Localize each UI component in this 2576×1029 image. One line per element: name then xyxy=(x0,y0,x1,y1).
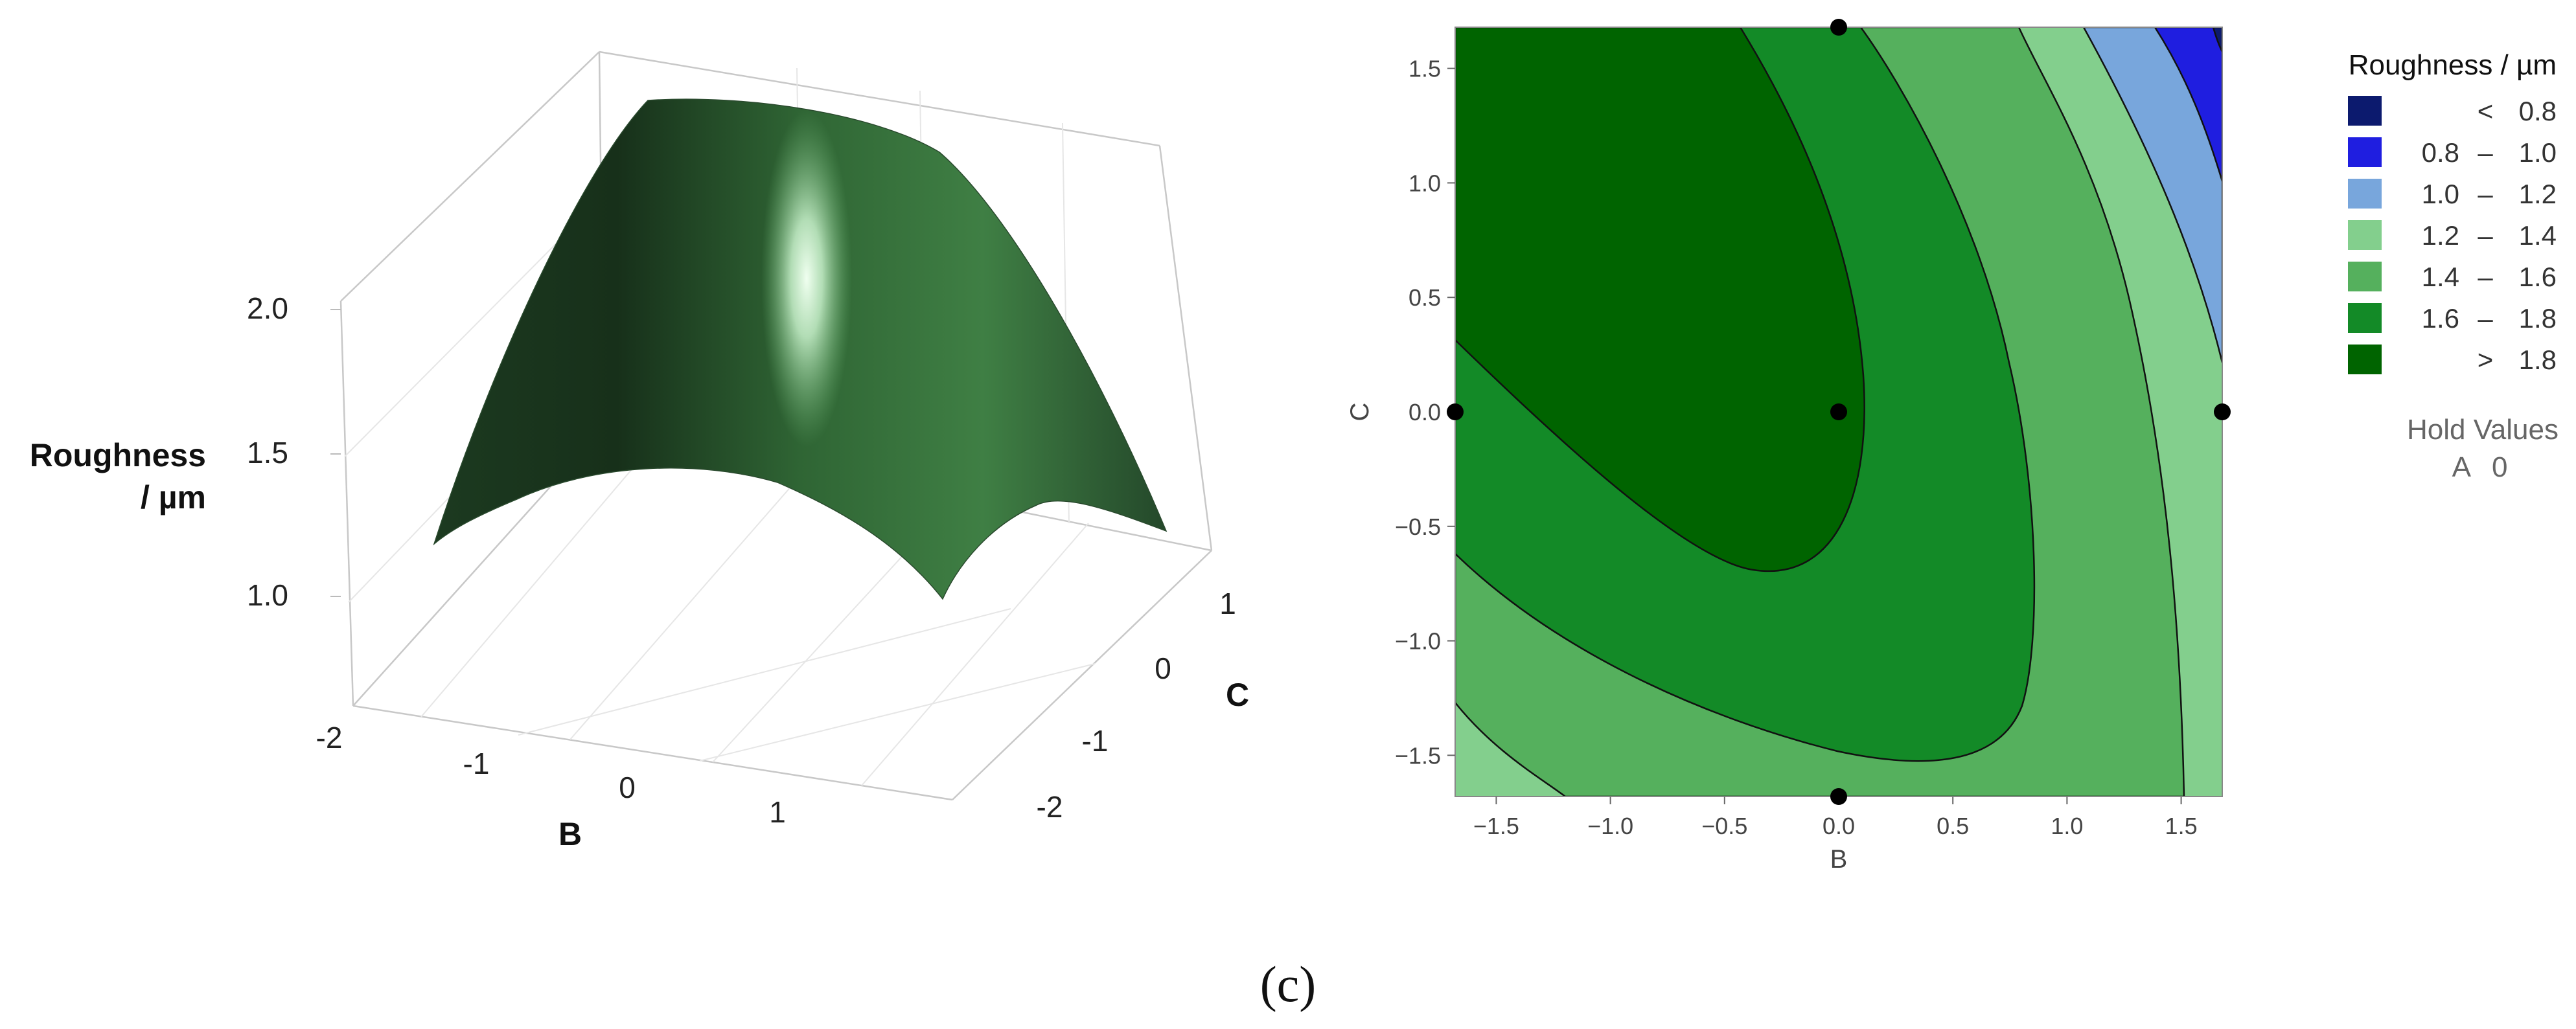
y-tick-label: 1.0 xyxy=(1409,170,1441,196)
hold-values-title: Hold Values xyxy=(2407,414,2559,446)
region-1.0-1.2 xyxy=(2082,27,2222,363)
legend-low: 1.4 xyxy=(2422,262,2459,292)
x-tick-label: -2 xyxy=(316,721,343,754)
y-tick-label: −0.5 xyxy=(1395,514,1441,540)
x-tick-label: 0.5 xyxy=(1937,813,1969,839)
legend-swatch xyxy=(2348,96,2382,126)
legend-high: 1.4 xyxy=(2519,220,2557,251)
region-above-1.8 xyxy=(1455,27,1865,572)
legend-high: 0.8 xyxy=(2519,96,2557,126)
y-tick-label: 0.0 xyxy=(1409,399,1441,425)
y-tick-label: 0 xyxy=(1155,651,1171,685)
design-point xyxy=(1447,403,1464,420)
hold-values-value: 0 xyxy=(2492,451,2507,483)
surface-tick-labels: -2 -1 0 1 -2 -1 0 1 1.0 1.5 2.0 xyxy=(247,291,1236,829)
legend-operator: – xyxy=(2478,262,2493,292)
legend-operator: < xyxy=(2478,96,2494,126)
x-tick-label: 1 xyxy=(769,795,786,829)
legend-swatch xyxy=(2348,220,2382,250)
y-tick-label: 0.5 xyxy=(1409,284,1441,311)
x-tick-label: −1.0 xyxy=(1587,813,1633,839)
legend-swatch xyxy=(2348,303,2382,333)
legend-swatch xyxy=(2348,262,2382,291)
surface-z-axis-title-line2: / µm xyxy=(141,479,206,515)
legend-high: 1.8 xyxy=(2519,345,2557,375)
legend-low: 0.8 xyxy=(2422,137,2459,168)
region-0.8-1.0 xyxy=(2154,27,2222,182)
design-points xyxy=(1447,19,2231,805)
legend-operator: > xyxy=(2478,345,2494,375)
y-tick-label: 1.5 xyxy=(1409,56,1441,82)
legend-operator: – xyxy=(2478,220,2493,251)
surface-highlight xyxy=(761,110,852,447)
surface-x-axis-title: B xyxy=(558,816,582,852)
y-tick-label: −1.5 xyxy=(1395,742,1441,769)
y-tick-label: 1 xyxy=(1219,587,1236,620)
contour-axes: −1.5 −1.0 −0.5 0.0 0.5 1.0 1.5 −1.5 −1.0 −0.5 0.0 0… xyxy=(1395,56,2198,839)
x-tick-label: 1.0 xyxy=(2051,813,2083,839)
legend-high: 1.2 xyxy=(2519,179,2557,209)
surface-z-axis-title-line1: Roughness xyxy=(30,437,206,473)
y-tick-label: −1.0 xyxy=(1395,628,1441,655)
design-point xyxy=(1830,19,1847,36)
z-tick-label: 1.0 xyxy=(247,578,288,612)
legend-swatch xyxy=(2348,179,2382,209)
legend-operator: – xyxy=(2478,179,2493,209)
legend-swatch xyxy=(2348,345,2382,374)
hold-values-var: A xyxy=(2452,451,2472,483)
contour-y-axis-title: C xyxy=(1346,403,1374,422)
legend-high: 1.6 xyxy=(2519,262,2557,292)
y-tick-label: -2 xyxy=(1037,790,1063,824)
legend-low: 1.6 xyxy=(2422,303,2459,334)
legend-swatch xyxy=(2348,137,2382,167)
design-point xyxy=(1830,788,1847,805)
legend-low: 1.0 xyxy=(2422,179,2459,209)
design-point xyxy=(2214,403,2231,420)
legend-operator: – xyxy=(2478,303,2493,334)
surface-y-axis-title: C xyxy=(1226,677,1249,713)
contour-plot: −1.5 −1.0 −0.5 0.0 0.5 1.0 1.5 −1.5 −1.0 −0.5 0.0 0… xyxy=(1346,19,2559,874)
y-tick-label: -1 xyxy=(1082,724,1109,758)
legend-title: Roughness / µm xyxy=(2349,49,2557,81)
contour-x-axis-title: B xyxy=(1830,845,1848,874)
legend-high: 1.0 xyxy=(2519,137,2557,168)
z-tick-label: 2.0 xyxy=(247,291,288,325)
legend-operator: – xyxy=(2478,137,2493,168)
design-point xyxy=(1830,403,1847,420)
x-tick-label: 0.0 xyxy=(1823,813,1855,839)
contour-legend: Roughness / µm <0.80.8–1.01.0–1.21.2–1.4… xyxy=(2348,49,2559,483)
z-tick-label: 1.5 xyxy=(247,436,288,469)
x-tick-label: 0 xyxy=(619,771,636,804)
surface-plot: -2 -1 0 1 -2 -1 0 1 1.0 1.5 2.0 Roughness / µm B C xyxy=(30,51,1249,852)
region-below-0.8 xyxy=(2212,27,2222,52)
x-tick-label: 1.5 xyxy=(2165,813,2198,839)
figure-caption: (c) xyxy=(1259,956,1317,1012)
legend-low: 1.2 xyxy=(2422,220,2459,251)
x-tick-label: -1 xyxy=(463,747,490,780)
legend-high: 1.8 xyxy=(2519,303,2557,334)
x-tick-label: −0.5 xyxy=(1701,813,1747,839)
x-tick-label: −1.5 xyxy=(1473,813,1519,839)
